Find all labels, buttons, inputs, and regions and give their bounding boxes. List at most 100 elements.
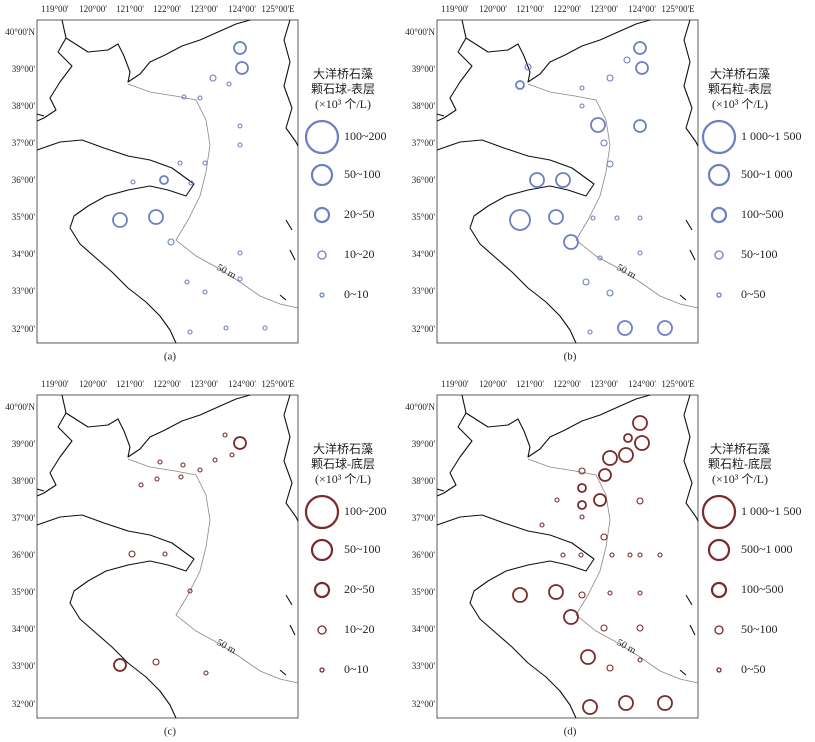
- legend-symbol: [319, 667, 325, 673]
- station: [577, 483, 587, 493]
- legend-label: 500~1 000: [741, 542, 793, 556]
- map-panel: 119°00' 120°00' 121°00' 122°00' 123°00' 124°0…: [5, 4, 386, 362]
- station: [262, 325, 268, 331]
- latitude-label: 38°00': [12, 101, 36, 111]
- legend-label: 1 000~1 500: [741, 129, 802, 143]
- latitude-label: 32°00': [412, 324, 436, 334]
- latitude-label: 37°00': [12, 138, 36, 148]
- station: [614, 215, 620, 221]
- station: [203, 670, 209, 676]
- station: [606, 160, 614, 168]
- latitude-label: 32°00': [12, 699, 36, 709]
- station: [128, 550, 136, 558]
- longitude-label: 123°00': [590, 379, 618, 389]
- latitude-label: 35°00': [412, 212, 436, 222]
- station: [582, 699, 598, 715]
- station: [593, 493, 607, 507]
- legend-title: 大洋桥石藻: [313, 441, 373, 456]
- legend-label: 10~20: [344, 622, 375, 636]
- station: [600, 533, 608, 541]
- station: [579, 85, 585, 91]
- station: [560, 552, 566, 558]
- latitude-label: 34°00': [12, 249, 36, 259]
- legend-title: 颗石粒-底层: [708, 456, 772, 471]
- station: [657, 552, 663, 558]
- station: [579, 514, 585, 520]
- latitude-label: 34°00': [412, 624, 436, 634]
- legend-symbol: [710, 206, 728, 224]
- station: [606, 74, 614, 82]
- legend-title: 大洋桥石藻: [313, 66, 373, 81]
- station: [609, 552, 615, 558]
- station: [167, 238, 175, 246]
- station: [606, 289, 614, 297]
- legend-label: 500~1 000: [741, 167, 793, 181]
- station: [233, 436, 247, 450]
- basemap: [436, 19, 699, 344]
- legend-label: 50~100: [741, 247, 778, 261]
- legend-label: 50~100: [344, 167, 381, 181]
- legend-symbol: [317, 250, 327, 260]
- panel-caption: (b): [564, 351, 577, 363]
- legend-label: 0~50: [741, 662, 766, 676]
- latitude-label: 33°00': [412, 661, 436, 671]
- latitude-label: 38°00': [12, 476, 36, 486]
- longitude-label: 119°00': [41, 379, 69, 389]
- station: [178, 474, 184, 480]
- latitude-label: 39°00': [412, 439, 436, 449]
- station: [130, 179, 136, 185]
- longitude-label: 122°00': [553, 379, 581, 389]
- station: [112, 212, 128, 228]
- longitude-label: 120°00': [479, 4, 507, 14]
- legend-symbol: [716, 667, 722, 673]
- legend-symbol: [707, 538, 731, 562]
- legend-label: 20~50: [344, 207, 375, 221]
- station: [515, 80, 525, 90]
- latitude-label: 38°00': [412, 101, 436, 111]
- legend-title: (×10³ 个/L): [315, 97, 371, 111]
- station: [555, 172, 571, 188]
- legend-title: 颗石粒-表层: [708, 81, 772, 96]
- legend-symbol: [707, 163, 731, 187]
- station: [637, 552, 643, 558]
- station: [590, 215, 596, 221]
- latitude-label: 36°00': [412, 550, 436, 560]
- station: [197, 467, 203, 473]
- station: [177, 160, 183, 166]
- station: [113, 658, 127, 672]
- station: [636, 624, 644, 632]
- station: [222, 432, 228, 438]
- station: [617, 320, 633, 336]
- station: [226, 81, 232, 87]
- latitude-label: 35°00': [412, 587, 436, 597]
- latitude-label: 40°00'N: [5, 402, 35, 412]
- station: [223, 325, 229, 331]
- legend-symbol: [304, 494, 340, 530]
- station: [633, 41, 647, 55]
- legend-symbol: [701, 494, 737, 530]
- latitude-label: 32°00': [12, 324, 36, 334]
- latitude-label: 37°00': [12, 513, 36, 523]
- longitude-label: 124°00': [228, 379, 256, 389]
- latitude-label: 33°00': [12, 286, 36, 296]
- latitude-label: 32°00': [412, 699, 436, 709]
- station: [602, 450, 618, 466]
- legend-label: 50~100: [344, 542, 381, 556]
- station: [148, 209, 164, 225]
- station: [606, 664, 614, 672]
- station: [657, 320, 673, 336]
- legend-symbol: [714, 625, 724, 635]
- station: [554, 497, 560, 503]
- station: [138, 482, 144, 488]
- station: [577, 500, 587, 510]
- legend-symbol: [310, 163, 334, 187]
- station: [184, 279, 190, 285]
- station: [597, 255, 603, 261]
- station: [579, 103, 585, 109]
- station: [237, 123, 243, 129]
- station: [209, 74, 217, 82]
- longitude-label: 123°00': [190, 379, 218, 389]
- station: [623, 433, 633, 443]
- station: [154, 476, 160, 482]
- legend-label: 100~500: [741, 582, 784, 596]
